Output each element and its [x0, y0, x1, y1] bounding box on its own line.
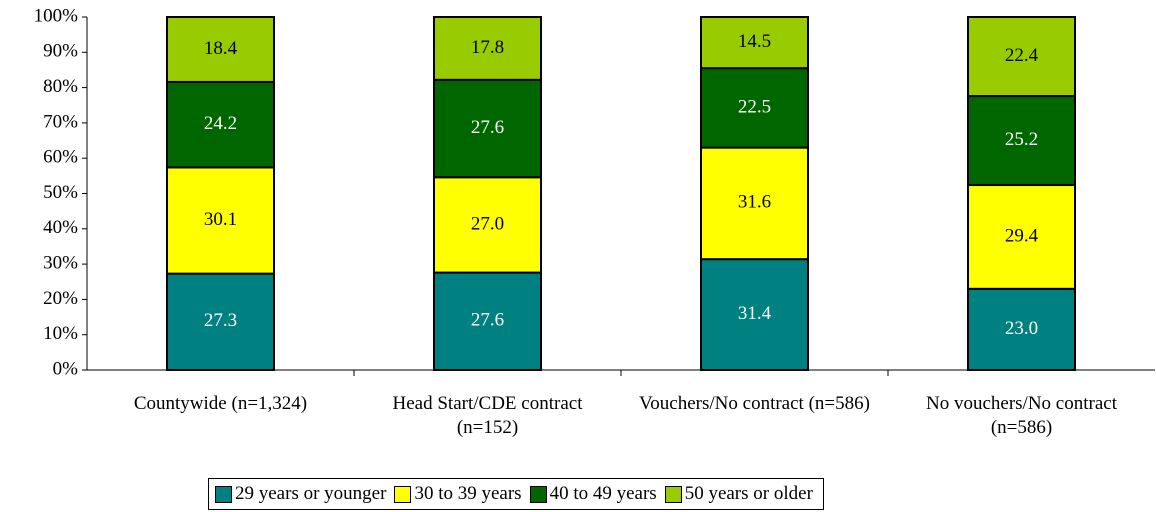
y-tick-label: 50% — [43, 182, 78, 203]
bar-segment — [967, 184, 1076, 290]
legend-swatch — [394, 485, 412, 503]
bar-segment — [700, 16, 809, 70]
legend-swatch — [664, 485, 682, 503]
bar-segment — [700, 258, 809, 371]
y-tick-label: 90% — [43, 41, 78, 62]
legend-label: 40 to 49 years — [549, 483, 657, 504]
y-tick-label: 80% — [43, 76, 78, 97]
bar-segment — [166, 272, 275, 372]
y-tick-label: 0% — [53, 358, 79, 379]
data-label: 31.6 — [738, 192, 771, 213]
legend-item: 40 to 49 years — [529, 483, 657, 505]
x-tick-label: Head Start/CDE contract (n=152) — [392, 393, 583, 438]
bar-segment — [166, 16, 275, 83]
data-label: 27.6 — [471, 117, 504, 138]
x-tick-label: Vouchers/No contract (n=586) — [639, 393, 870, 414]
data-label: 29.4 — [1005, 225, 1039, 246]
data-label: 25.2 — [1005, 129, 1038, 150]
bar-segment — [700, 146, 809, 261]
bar-segment — [166, 80, 275, 169]
y-tick-label: 40% — [43, 217, 78, 238]
data-label: 27.6 — [471, 310, 504, 331]
data-label: 23.0 — [1005, 318, 1038, 339]
data-label: 17.8 — [471, 37, 504, 58]
x-tick-label: Countywide (n=1,324) — [133, 393, 308, 414]
legend-item: 30 to 39 years — [394, 483, 522, 505]
y-tick-label: 60% — [43, 147, 78, 168]
data-label: 22.5 — [738, 96, 771, 117]
legend-label: 30 to 39 years — [414, 483, 522, 504]
x-tick-label: No vouchers/No contract (n=586) — [926, 393, 1117, 438]
y-tick-label: 30% — [43, 252, 78, 273]
legend-label: 29 years or younger — [235, 483, 387, 504]
bar-segment — [433, 271, 542, 371]
legend-label: 50 years or older — [684, 483, 813, 504]
bar-segment — [967, 287, 1076, 371]
legend-item: 50 years or older — [664, 483, 813, 505]
data-label: 22.4 — [1005, 45, 1039, 66]
legend-swatch — [215, 485, 232, 503]
legend: 29 years or younger 30 to 39 years 40 to 4… — [208, 478, 824, 510]
data-label: 18.4 — [204, 38, 238, 59]
y-tick-label: 10% — [43, 323, 78, 344]
y-tick-label: 20% — [43, 288, 78, 309]
legend-item: 29 years or younger — [215, 483, 386, 505]
data-label: 27.0 — [471, 213, 504, 234]
bar-segment — [967, 95, 1076, 187]
data-label: 30.1 — [204, 209, 237, 230]
y-tick-label: 100% — [34, 5, 79, 26]
data-label: 27.3 — [204, 310, 237, 331]
data-label: 31.4 — [738, 303, 772, 324]
bar-segment — [433, 16, 542, 81]
legend-swatch — [529, 485, 547, 503]
bar-segment — [967, 16, 1076, 98]
bar-segment — [166, 166, 275, 275]
y-tick-label: 70% — [43, 111, 78, 132]
data-label: 24.2 — [204, 113, 237, 134]
bar-segment — [433, 78, 542, 179]
data-label: 14.5 — [738, 31, 771, 52]
